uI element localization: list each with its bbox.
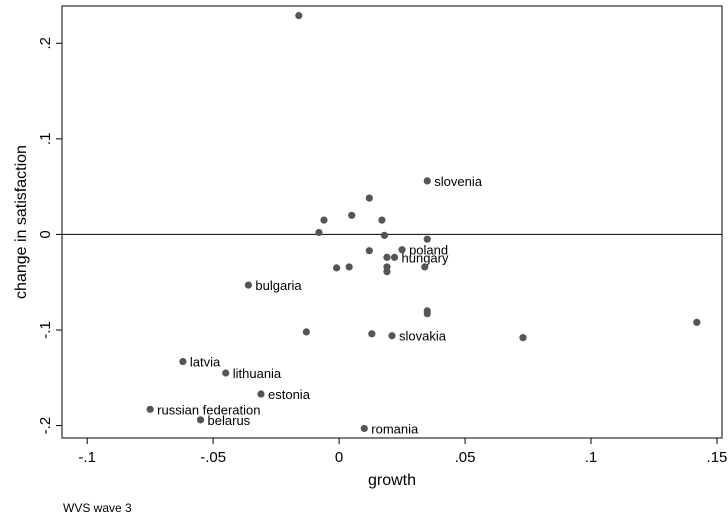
data-point	[257, 390, 265, 398]
y-tick-label: .2	[37, 37, 54, 50]
x-tick-label: -.1	[78, 449, 96, 466]
point-label: hungary	[402, 250, 449, 265]
plot-frame	[61, 5, 723, 439]
point-label: slovakia	[399, 329, 447, 344]
data-point	[380, 231, 389, 239]
x-tick-label: .15	[707, 449, 728, 466]
point-label: belarus	[208, 413, 251, 428]
x-tick-label: .05	[455, 449, 476, 466]
point-label: poland	[409, 243, 448, 258]
data-point	[320, 216, 328, 224]
data-point	[368, 330, 376, 338]
data-point	[383, 253, 391, 261]
data-point	[365, 247, 373, 255]
chart-note: WVS wave 3	[63, 501, 132, 515]
y-tick-label: 0	[37, 230, 54, 238]
data-point	[222, 369, 230, 377]
data-point	[421, 263, 429, 271]
data-point	[179, 357, 187, 366]
point-label: slovenia	[434, 174, 482, 189]
data-point	[345, 263, 353, 271]
x-axis-ticks: -.1 -.05 0 .05 .1 .15	[78, 438, 727, 466]
data-point	[196, 416, 205, 424]
data-point	[332, 264, 341, 272]
y-tick-label: -.2	[37, 417, 54, 435]
x-tick-label: 0	[335, 449, 343, 466]
y-tick-label: -.1	[37, 321, 54, 339]
point-label: lithuania	[233, 366, 282, 381]
data-point	[383, 268, 391, 276]
data-point	[423, 235, 431, 243]
point-label: bulgaria	[255, 278, 302, 293]
x-axis-title: growth	[368, 472, 416, 489]
data-point	[423, 177, 431, 185]
x-tick-label: -.05	[200, 449, 226, 466]
data-point	[519, 334, 527, 342]
data-point	[423, 310, 431, 318]
data-point	[378, 216, 386, 224]
y-tick-label: .1	[37, 133, 54, 146]
data-point	[295, 11, 303, 20]
point-label: estonia	[268, 387, 311, 402]
data-point	[388, 332, 396, 340]
data-point	[348, 211, 356, 219]
y-axis-title: change in satisfaction	[13, 145, 30, 299]
data-point	[693, 318, 701, 326]
point-label: latvia	[190, 355, 221, 370]
point-label: russian federation	[157, 402, 260, 417]
x-tick-label: .1	[585, 449, 598, 466]
data-point	[365, 194, 373, 202]
data-point	[302, 328, 310, 336]
data-point	[244, 281, 253, 289]
data-point	[146, 405, 154, 413]
point-label: romania	[371, 421, 419, 436]
data-point	[398, 246, 406, 254]
data-point	[315, 228, 323, 237]
data-point	[360, 424, 368, 433]
data-point	[390, 253, 399, 261]
y-axis-ticks: -.2 -.1 0 .1 .2	[37, 37, 62, 434]
